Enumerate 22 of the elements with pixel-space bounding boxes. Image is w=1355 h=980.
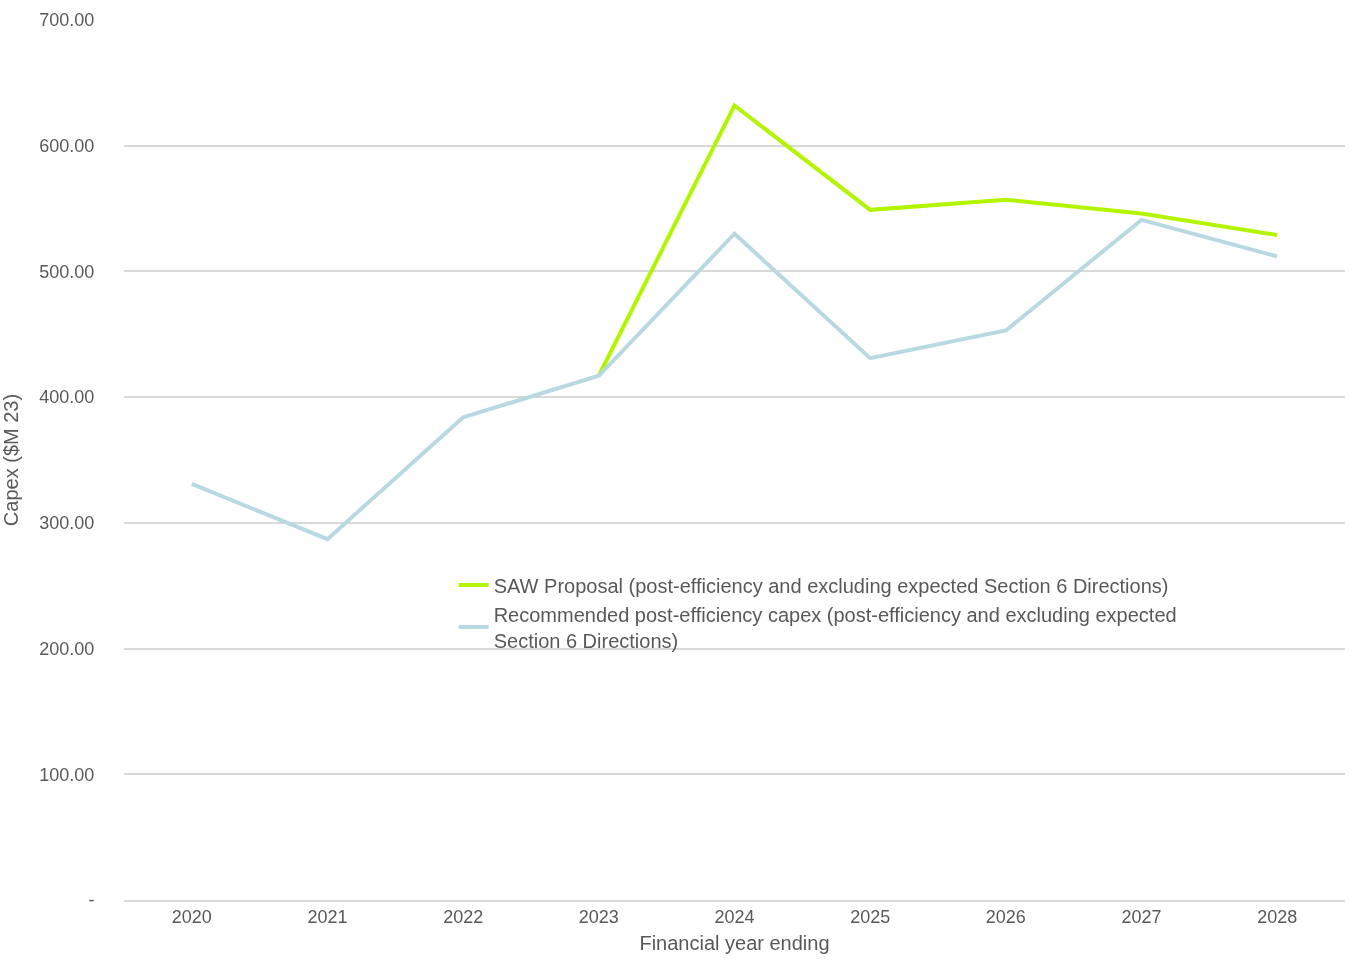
y-tick-label: 100.00 bbox=[39, 764, 95, 785]
y-tick-label: 400.00 bbox=[39, 387, 95, 408]
x-tick-label: 2027 bbox=[1121, 907, 1162, 928]
legend-label: SAW Proposal (post-efficiency and excluding expected Section 6 Directions) bbox=[493, 574, 1169, 597]
x-tick-label: 2021 bbox=[307, 907, 348, 928]
y-tick-label: 300.00 bbox=[39, 513, 95, 534]
x-tick-label: 2026 bbox=[985, 907, 1026, 928]
x-tick-label: 2023 bbox=[578, 907, 619, 928]
y-tick-label: 700.00 bbox=[39, 10, 95, 31]
x-tick-label: 2028 bbox=[1257, 907, 1298, 928]
line-series bbox=[189, 217, 1280, 542]
y-tick-label: 200.00 bbox=[39, 638, 95, 659]
legend-label: Recommended post-efficiency capex (post-efficiency and excluding expected Section 6 Directions) bbox=[493, 603, 1177, 652]
y-axis-title: Capex ($M 23) bbox=[0, 393, 22, 527]
y-tick-label: 500.00 bbox=[39, 261, 95, 282]
y-tick-label: - bbox=[88, 890, 95, 911]
x-tick-label: 2022 bbox=[443, 907, 484, 928]
y-tick-label: 600.00 bbox=[39, 136, 95, 157]
x-tick-label: 2020 bbox=[171, 907, 212, 928]
x-axis-title: Financial year ending bbox=[639, 932, 830, 955]
x-tick-label: 2024 bbox=[714, 907, 755, 928]
x-tick-label: 2025 bbox=[850, 907, 891, 928]
